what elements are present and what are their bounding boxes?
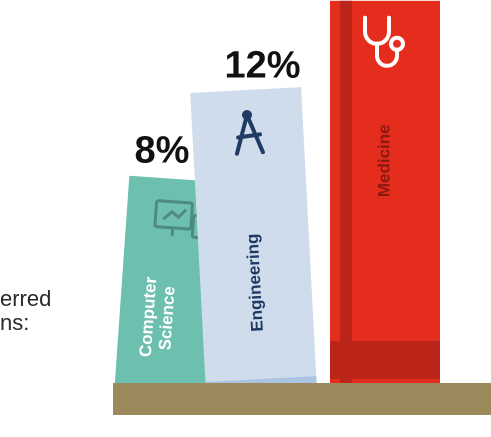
compass-leg-left: [234, 113, 249, 156]
data-label: 12%: [224, 45, 300, 87]
stethoscope-icon: [363, 15, 405, 68]
compass-arc: [236, 132, 263, 140]
spine-label: Science: [155, 286, 178, 351]
shelf: [113, 383, 491, 415]
book-band: [330, 341, 440, 379]
side-note-line-2: ns:: [0, 310, 30, 335]
side-note-text: erred ns:: [0, 287, 51, 335]
drafting-compass-icon: [234, 110, 265, 156]
graph-line: [162, 208, 188, 221]
bar: [113, 175, 224, 415]
stethoscope-cord: [375, 41, 399, 68]
stethoscope-chest: [389, 35, 405, 52]
data-label: 8%: [135, 129, 190, 171]
side-note-line-1: erred: [0, 286, 52, 311]
bar: [190, 87, 318, 414]
spine-label: Medicine: [374, 124, 393, 197]
book-spine-stripe: [340, 0, 352, 412]
monitor-stand: [170, 227, 175, 236]
book-2: Engineering: [190, 87, 318, 414]
bar-group: ComputerScience8%Engineering12%Medicine1…: [113, 0, 440, 415]
book-3: Medicine: [330, 0, 440, 412]
